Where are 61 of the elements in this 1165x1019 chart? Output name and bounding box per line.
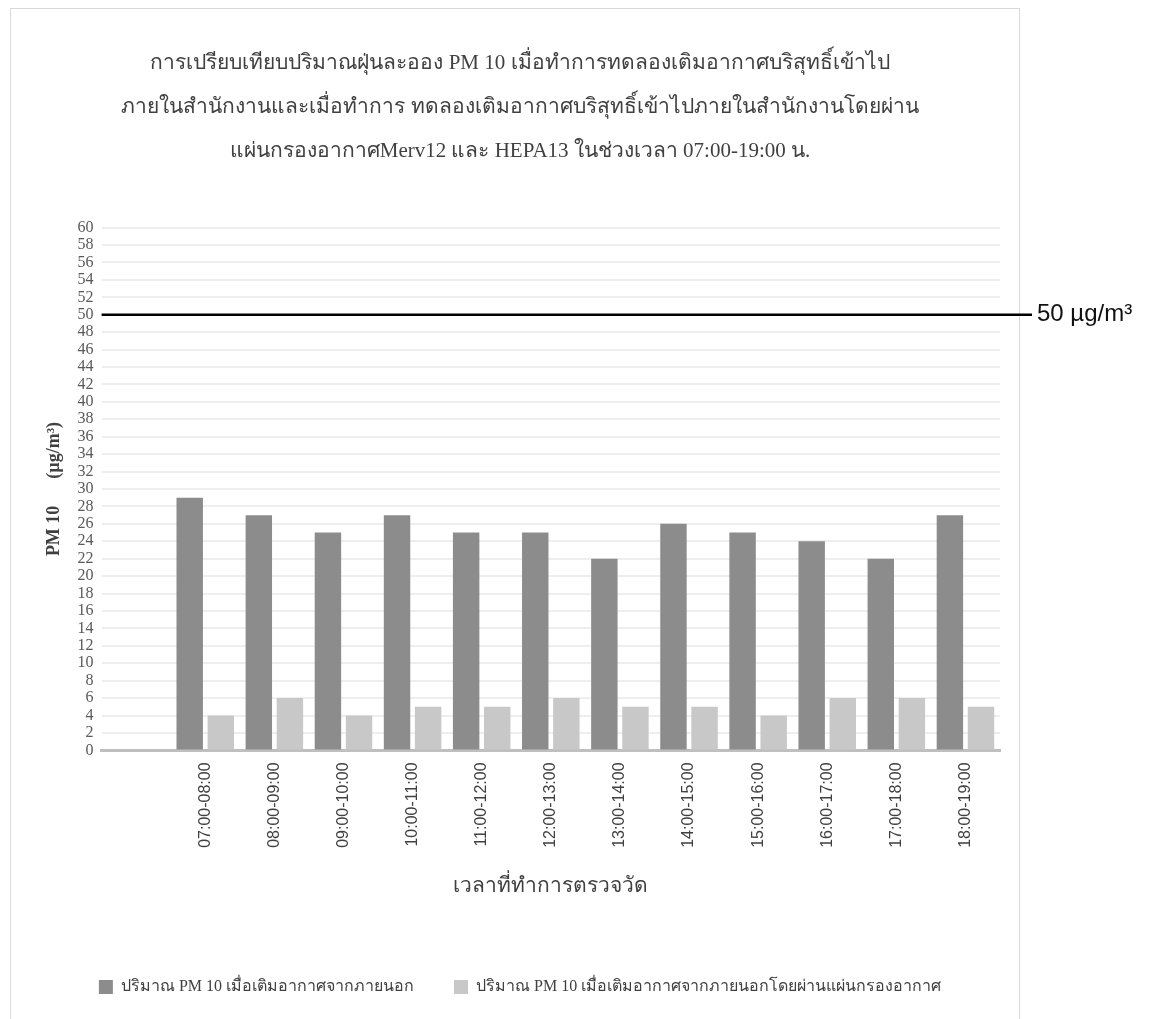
y-tick-label: 14	[77, 618, 94, 636]
x-tick-label: 10:00-11:00	[402, 762, 420, 847]
bar	[314, 532, 342, 750]
legend-label: ปริมาณ PM 10 เมื่อเติมอากาศจากภายนอกโดยผ่านแผ่นกรองอากาศ	[476, 974, 942, 995]
bar	[452, 532, 480, 750]
y-tick-label: 12	[77, 636, 94, 654]
bar	[176, 497, 203, 750]
bar	[936, 515, 964, 750]
y-tick-label: 18	[77, 583, 94, 601]
bar	[522, 532, 549, 750]
bar	[591, 558, 618, 750]
y-tick-label: 24	[77, 531, 94, 549]
y-tick-label: 26	[77, 514, 94, 532]
y-tick-label: 36	[77, 426, 94, 444]
y-tick-label: 42	[77, 374, 94, 392]
y-tick-label: 8	[85, 670, 94, 688]
bar	[383, 515, 411, 750]
y-tick-label: 52	[77, 287, 94, 305]
y-tick-label: 4	[85, 705, 94, 723]
y-tick-label: 38	[77, 409, 94, 427]
y-tick-label: 10	[77, 653, 94, 671]
bar	[660, 523, 687, 750]
y-tick-label: 32	[77, 461, 94, 479]
y-tick-label: 0	[85, 740, 94, 758]
y-tick-label: 16	[77, 601, 94, 619]
legend-label: ปริมาณ PM 10 เมื่อเติมอากาศจากภายนอก	[120, 974, 414, 995]
y-tick-label: 58	[77, 235, 94, 253]
y-tick-label: 30	[77, 479, 94, 497]
x-tick-label: 07:00-08:00	[195, 762, 213, 848]
y-tick-label: 20	[77, 566, 94, 584]
x-tick-label: 14:00-15:00	[679, 762, 697, 848]
x-tick-label: 12:00-13:00	[541, 762, 559, 848]
x-tick-label: 08:00-09:00	[264, 762, 282, 848]
x-tick-label: 13:00-14:00	[610, 762, 628, 848]
x-tick-label: 18:00-19:00	[955, 762, 973, 848]
y-tick-label: 40	[77, 392, 94, 410]
x-tick-label: 11:00-12:00	[472, 762, 490, 847]
bar	[798, 541, 825, 750]
bar	[245, 515, 273, 750]
bar	[729, 532, 756, 750]
y-tick-label: 50	[77, 304, 94, 322]
y-tick-label: 46	[77, 339, 94, 357]
x-axis-title: เวลาที่ทำการตรวจวัด	[453, 869, 649, 897]
y-tick-label: 2	[85, 723, 94, 741]
chart-title: การเปรียบเทียบปริมาณฝุ่นละออง PM 10 เมื่อทำการทดลองเติมอากาศบริสุทธิ์เข้าไปภายในสำนักงานและเมื่อทำการ ทดลองเติมอากาศบริสุทธิ์เข้าไปภายในสำนักงานโดยผ่านแผ่นกรองอากาศMerv12 และ HEPA13 ในช่วงเวลา 07:00-19:00 น.	[120, 45, 920, 164]
ref-line-label: 50 µg/m³	[1037, 299, 1133, 327]
x-tick-label: 17:00-18:00	[886, 762, 904, 848]
y-tick-label: 44	[77, 357, 94, 375]
y-tick-label: 48	[77, 322, 94, 340]
bar	[867, 558, 895, 750]
y-tick-label: 34	[77, 444, 94, 462]
y-tick-label: 22	[77, 548, 94, 566]
x-tick-label: 09:00-10:00	[333, 762, 351, 848]
y-tick-label: 60	[77, 217, 94, 235]
y-tick-label: 54	[77, 270, 94, 288]
y-axis-title: PM 10 (µg/m³)	[43, 421, 65, 557]
x-tick-label: 16:00-17:00	[817, 762, 835, 848]
y-tick-label: 56	[77, 252, 94, 270]
x-tick-label: 15:00-16:00	[748, 762, 766, 848]
y-tick-label: 6	[85, 688, 94, 706]
y-tick-label: 28	[77, 496, 94, 514]
